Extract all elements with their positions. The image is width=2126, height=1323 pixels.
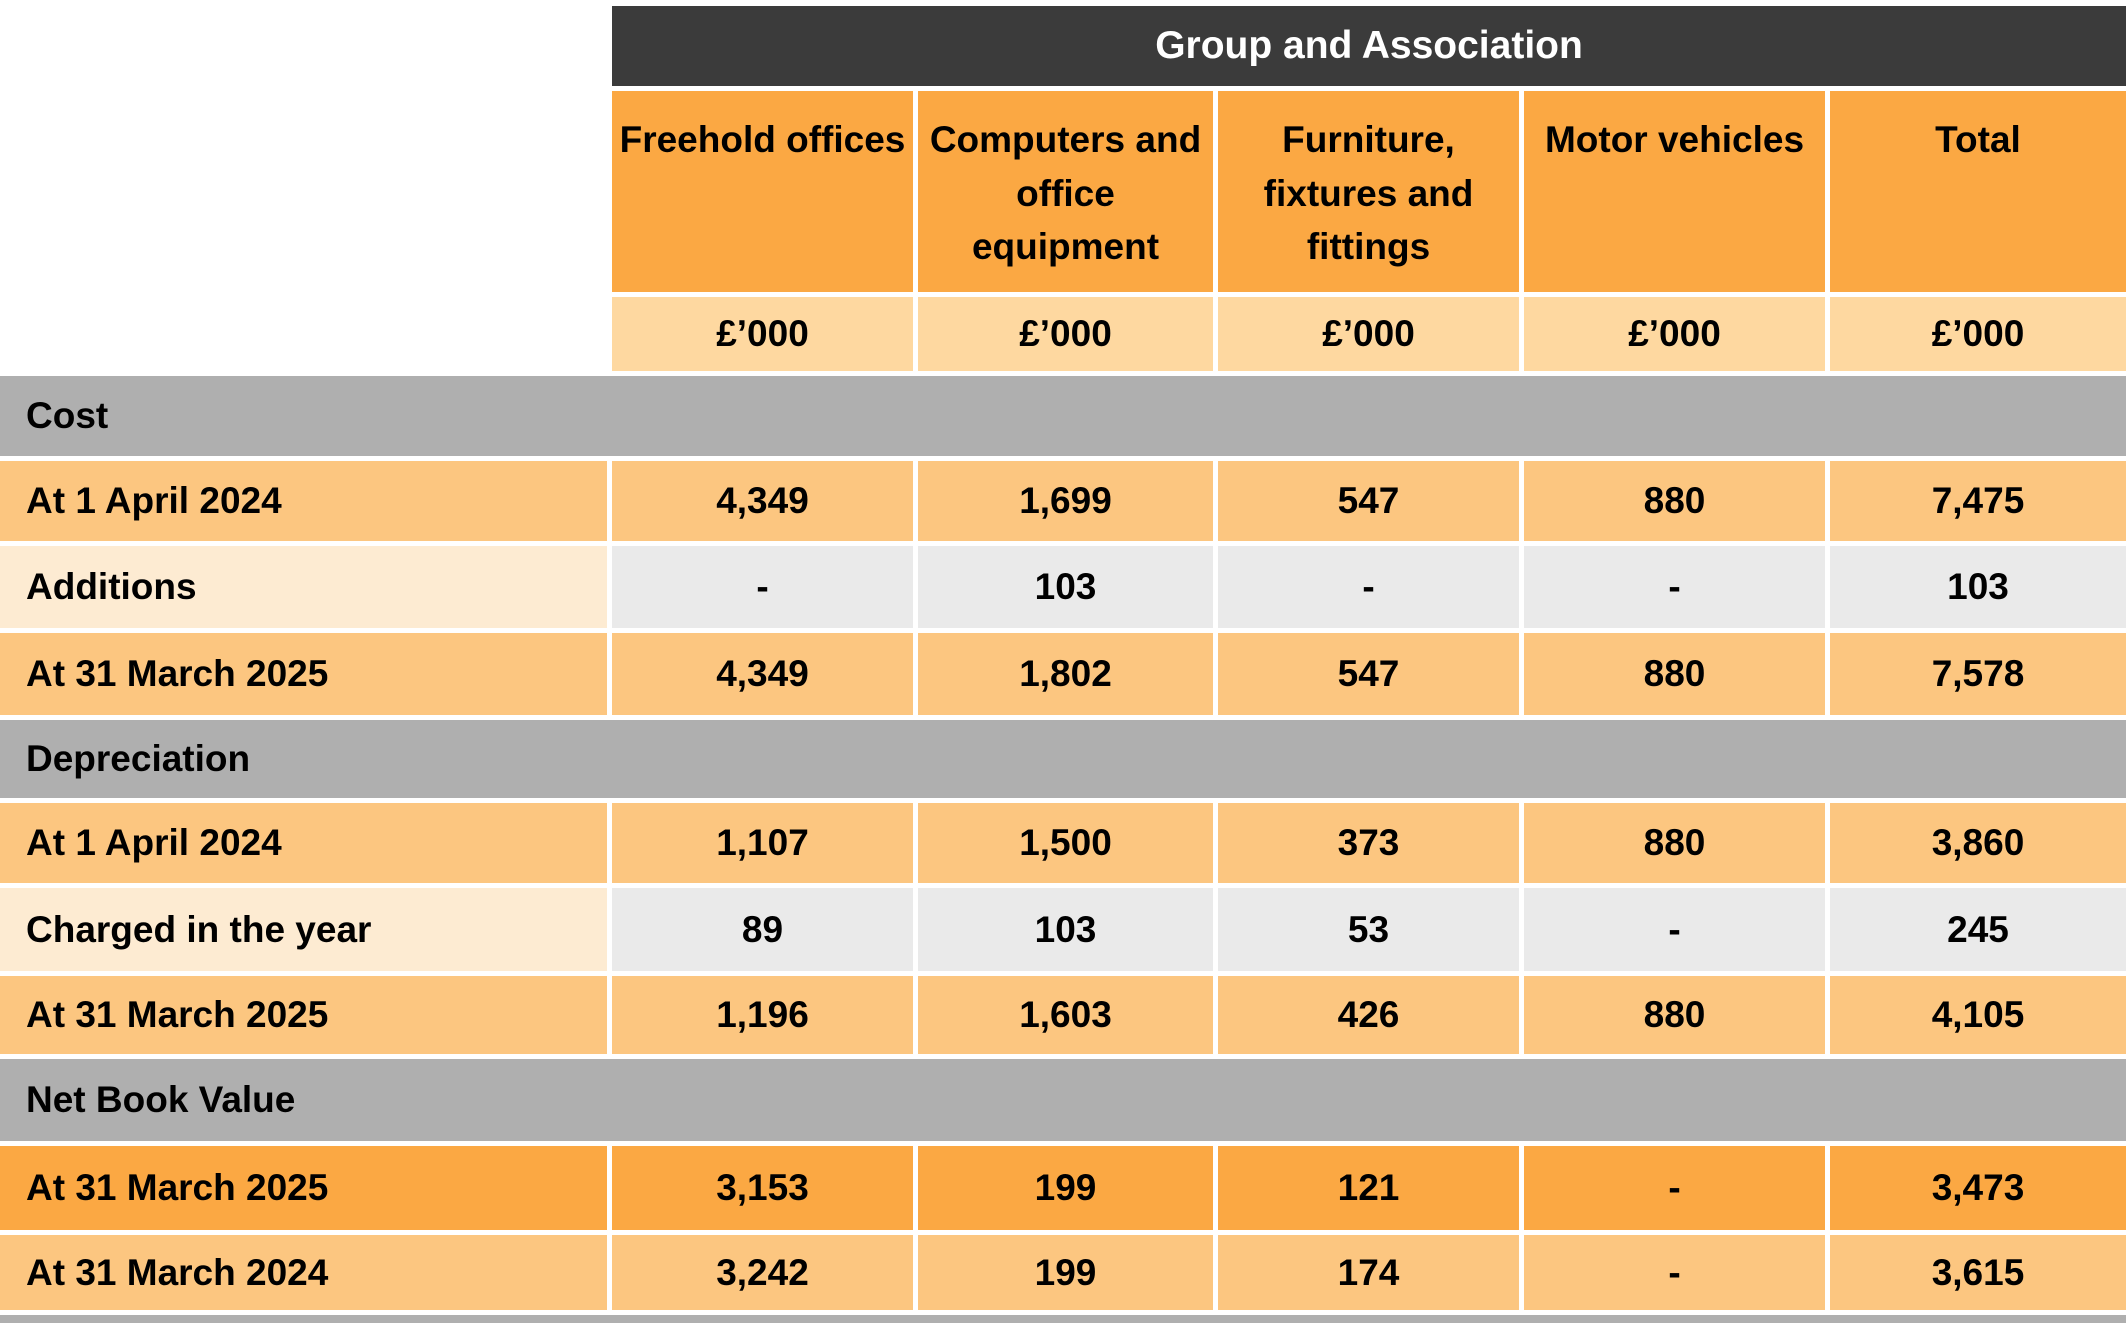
row-label: At 1 April 2024 <box>0 461 607 541</box>
value-cell: 1,107 <box>612 803 913 883</box>
value-cell: 4,105 <box>1830 976 2126 1054</box>
value-cell: 89 <box>612 888 913 971</box>
value-cell: 121 <box>1218 1146 1519 1230</box>
section-band-title: Net Book Value <box>0 1059 2126 1141</box>
column-header-freehold-offices: Freehold offices <box>612 91 913 292</box>
value-cell: 3,153 <box>612 1146 913 1230</box>
value-cell: 1,802 <box>918 633 1213 715</box>
unit-label-computers-office-equipment: £’000 <box>918 297 1213 371</box>
value-cell: 174 <box>1218 1235 1519 1310</box>
value-cell: 103 <box>1830 546 2126 628</box>
value-cell: 103 <box>918 546 1213 628</box>
column-header-total: Total <box>1830 91 2126 292</box>
value-cell: - <box>1218 546 1519 628</box>
value-cell: 103 <box>918 888 1213 971</box>
value-cell: 1,699 <box>918 461 1213 541</box>
group-association-header: Group and Association <box>612 6 2126 86</box>
value-cell: 373 <box>1218 803 1519 883</box>
value-cell: 1,603 <box>918 976 1213 1054</box>
value-cell: 426 <box>1218 976 1519 1054</box>
section-band-title: Cost <box>0 376 2126 456</box>
value-cell: 880 <box>1524 461 1825 541</box>
value-cell: 3,615 <box>1830 1235 2126 1310</box>
column-header-furniture-fixtures-fittings: Furniture, fixtures and fittings <box>1218 91 1519 292</box>
value-cell: 199 <box>918 1146 1213 1230</box>
row-label: At 1 April 2024 <box>0 803 607 883</box>
value-cell: 7,475 <box>1830 461 2126 541</box>
value-cell: 3,242 <box>612 1235 913 1310</box>
value-cell: 880 <box>1524 633 1825 715</box>
value-cell: - <box>1524 1146 1825 1230</box>
section-band-title: Depreciation <box>0 720 2126 798</box>
value-cell: 880 <box>1524 803 1825 883</box>
value-cell: 53 <box>1218 888 1519 971</box>
column-header-computers-office-equipment: Computers and office equipment <box>918 91 1213 292</box>
unit-label-furniture-fixtures-fittings: £’000 <box>1218 297 1519 371</box>
value-cell: 880 <box>1524 976 1825 1054</box>
value-cell: - <box>1524 888 1825 971</box>
row-label: At 31 March 2025 <box>0 633 607 715</box>
value-cell: 1,500 <box>918 803 1213 883</box>
row-label: At 31 March 2024 <box>0 1235 607 1310</box>
value-cell: - <box>1524 546 1825 628</box>
value-cell: 4,349 <box>612 633 913 715</box>
column-header-motor-vehicles: Motor vehicles <box>1524 91 1825 292</box>
value-cell: 4,349 <box>612 461 913 541</box>
value-cell: 199 <box>918 1235 1213 1310</box>
row-label: At 31 March 2025 <box>0 1146 607 1230</box>
bottom-section-strip <box>0 1315 2126 1323</box>
row-label: Additions <box>0 546 607 628</box>
value-cell: 7,578 <box>1830 633 2126 715</box>
value-cell: - <box>1524 1235 1825 1310</box>
value-cell: 1,196 <box>612 976 913 1054</box>
row-label: At 31 March 2025 <box>0 976 607 1054</box>
unit-label-motor-vehicles: £’000 <box>1524 297 1825 371</box>
value-cell: 245 <box>1830 888 2126 971</box>
value-cell: 3,473 <box>1830 1146 2126 1230</box>
unit-label-total: £’000 <box>1830 297 2126 371</box>
value-cell: 3,860 <box>1830 803 2126 883</box>
row-label: Charged in the year <box>0 888 607 971</box>
unit-label-freehold-offices: £’000 <box>612 297 913 371</box>
value-cell: 547 <box>1218 633 1519 715</box>
value-cell: - <box>612 546 913 628</box>
value-cell: 547 <box>1218 461 1519 541</box>
